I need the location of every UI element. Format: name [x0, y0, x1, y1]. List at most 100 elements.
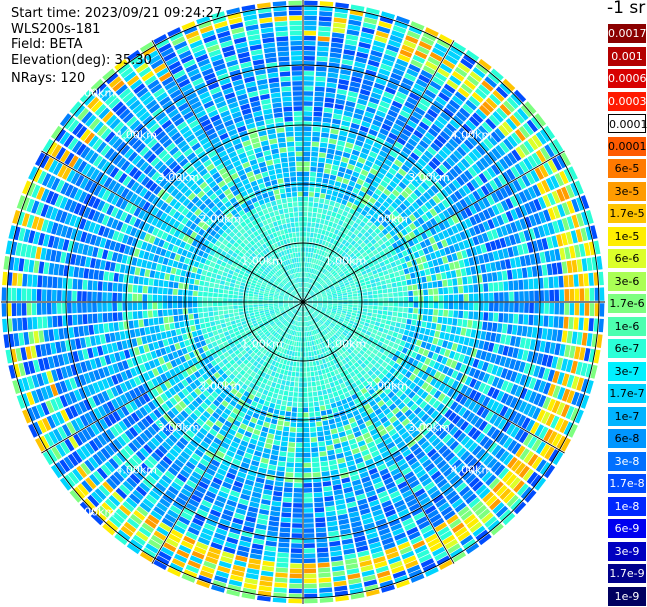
range-gate-cell — [391, 432, 400, 441]
range-gate-cell — [198, 481, 209, 490]
range-gate-cell — [330, 288, 336, 292]
range-gate-cell — [493, 177, 503, 188]
range-gate-cell — [199, 504, 210, 513]
range-gate-cell — [332, 341, 338, 347]
range-gate-cell — [403, 291, 408, 297]
range-gate-cell — [401, 128, 412, 137]
range-gate-cell — [50, 398, 59, 412]
range-gate-cell — [394, 198, 402, 206]
range-gate-cell — [467, 426, 478, 438]
range-gate-cell — [342, 292, 348, 296]
range-gate-cell — [289, 578, 302, 584]
range-gate-cell — [512, 245, 519, 257]
range-gate-cell — [310, 171, 317, 177]
range-gate-cell — [326, 309, 332, 313]
range-gate-cell — [297, 326, 299, 332]
range-gate-cell — [478, 371, 486, 381]
range-gate-cell — [312, 313, 316, 318]
range-gate-cell — [152, 486, 164, 497]
range-gate-cell — [547, 207, 556, 221]
range-gate-cell — [235, 391, 243, 399]
range-gate-cell — [455, 327, 462, 335]
range-gate-cell — [494, 239, 502, 250]
range-gate-cell — [388, 132, 398, 141]
range-gate-cell — [365, 248, 372, 255]
range-gate-cell — [243, 390, 250, 398]
range-gate-cell — [442, 486, 454, 497]
range-gate-cell — [321, 317, 326, 322]
range-gate-cell — [569, 288, 575, 301]
range-gate-cell — [307, 299, 313, 301]
range-gate-cell — [233, 356, 240, 362]
range-gate-cell — [256, 419, 264, 426]
range-gate-cell — [387, 109, 398, 118]
range-gate-cell — [409, 115, 420, 125]
range-gate-cell — [223, 341, 229, 347]
range-gate-cell — [326, 291, 332, 295]
range-gate-cell — [378, 327, 384, 333]
range-gate-cell — [386, 315, 392, 321]
range-gate-cell — [417, 492, 428, 502]
range-gate-cell — [229, 412, 238, 419]
range-gate-cell — [554, 417, 565, 431]
range-gate-cell — [363, 352, 369, 359]
range-gate-cell — [315, 218, 321, 224]
range-gate-cell — [405, 35, 419, 44]
range-gate-cell — [425, 132, 435, 142]
range-gate-cell — [442, 433, 452, 444]
range-gate-cell — [331, 211, 337, 218]
range-gate-cell — [379, 429, 388, 437]
range-gate-cell — [313, 116, 322, 122]
range-gate-cell — [305, 252, 308, 257]
range-gate-cell — [328, 267, 333, 272]
range-gate-cell — [303, 171, 310, 177]
range-gate-cell — [375, 110, 386, 118]
range-gate-cell — [469, 216, 477, 226]
range-gate-cell — [326, 444, 334, 451]
range-gate-cell — [293, 309, 298, 314]
range-gate-cell — [221, 365, 228, 372]
range-gate-cell — [391, 394, 399, 403]
range-gate-cell — [264, 337, 270, 343]
range-gate-cell — [538, 164, 549, 178]
range-gate-cell — [486, 194, 495, 206]
range-gate-cell — [84, 442, 95, 455]
range-gate-cell — [100, 447, 111, 460]
range-gate-cell — [381, 11, 395, 20]
range-gate-cell — [374, 159, 383, 167]
range-gate-cell — [369, 400, 377, 407]
range-gate-cell — [281, 400, 287, 406]
range-gate-cell — [318, 16, 332, 22]
range-gate-cell — [307, 212, 312, 217]
range-gate-cell — [338, 166, 346, 173]
range-gate-cell — [510, 166, 520, 178]
range-gate-cell — [248, 343, 255, 349]
range-gate-cell — [282, 313, 287, 317]
range-gate-cell — [549, 249, 556, 262]
range-gate-cell — [184, 406, 193, 415]
range-gate-cell — [294, 467, 303, 473]
range-gate-cell — [420, 181, 430, 191]
range-gate-cell — [489, 353, 497, 364]
range-gate-cell — [338, 378, 344, 385]
range-gate-cell — [531, 327, 538, 338]
range-gate-cell — [320, 318, 325, 323]
range-gate-cell — [484, 76, 498, 88]
range-gate-cell — [376, 154, 386, 163]
range-gate-cell — [218, 560, 232, 569]
range-gate-cell — [469, 204, 477, 215]
range-gate-cell — [370, 546, 383, 554]
range-gate-cell — [574, 346, 581, 360]
range-gate-cell — [60, 441, 71, 455]
range-gate-cell — [392, 343, 399, 350]
range-gate-cell — [246, 368, 253, 375]
range-gate-cell — [377, 310, 383, 315]
range-gate-cell — [327, 148, 335, 155]
range-gate-cell — [311, 381, 316, 387]
range-gate-cell — [335, 357, 341, 363]
range-gate-cell — [363, 373, 370, 380]
range-gate-cell — [364, 343, 370, 349]
range-gate-cell — [303, 292, 305, 298]
range-gate-cell — [447, 217, 455, 226]
range-gate-cell — [225, 362, 232, 369]
